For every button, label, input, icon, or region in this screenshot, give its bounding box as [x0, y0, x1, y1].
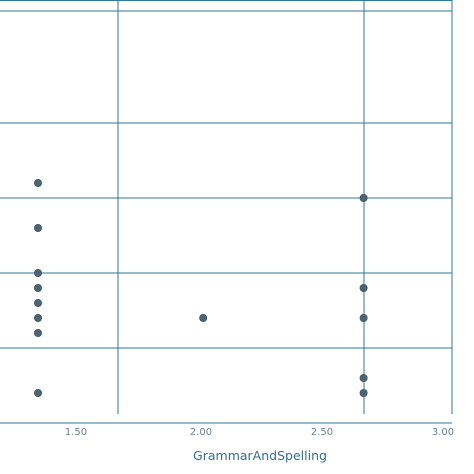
data-point-3 [34, 268, 43, 277]
data-point-5 [34, 298, 43, 307]
data-point-2 [34, 223, 43, 232]
data-point-7 [34, 328, 43, 337]
data-point-14 [359, 388, 368, 397]
points-layer [34, 178, 368, 397]
data-point-13 [359, 373, 368, 382]
x-tick-label-1-50: 1.50 [65, 427, 87, 438]
grid-layer [0, 0, 453, 424]
x-tick-label-2-50: 2.50 [311, 427, 333, 438]
data-point-6 [34, 313, 43, 322]
x-tick-label-3-00: 3.00 [432, 427, 454, 438]
data-point-10 [359, 193, 368, 202]
data-point-11 [359, 283, 368, 292]
x-axis-title: GrammarAndSpelling [193, 448, 327, 463]
data-point-1 [34, 178, 43, 187]
data-point-9 [199, 313, 208, 322]
data-point-4 [34, 283, 43, 292]
data-point-12 [359, 313, 368, 322]
x-tick-labels: 1.50 2.00 2.50 3.00 [65, 427, 454, 438]
x-tick-label-2-00: 2.00 [190, 427, 212, 438]
data-point-8 [34, 388, 43, 397]
